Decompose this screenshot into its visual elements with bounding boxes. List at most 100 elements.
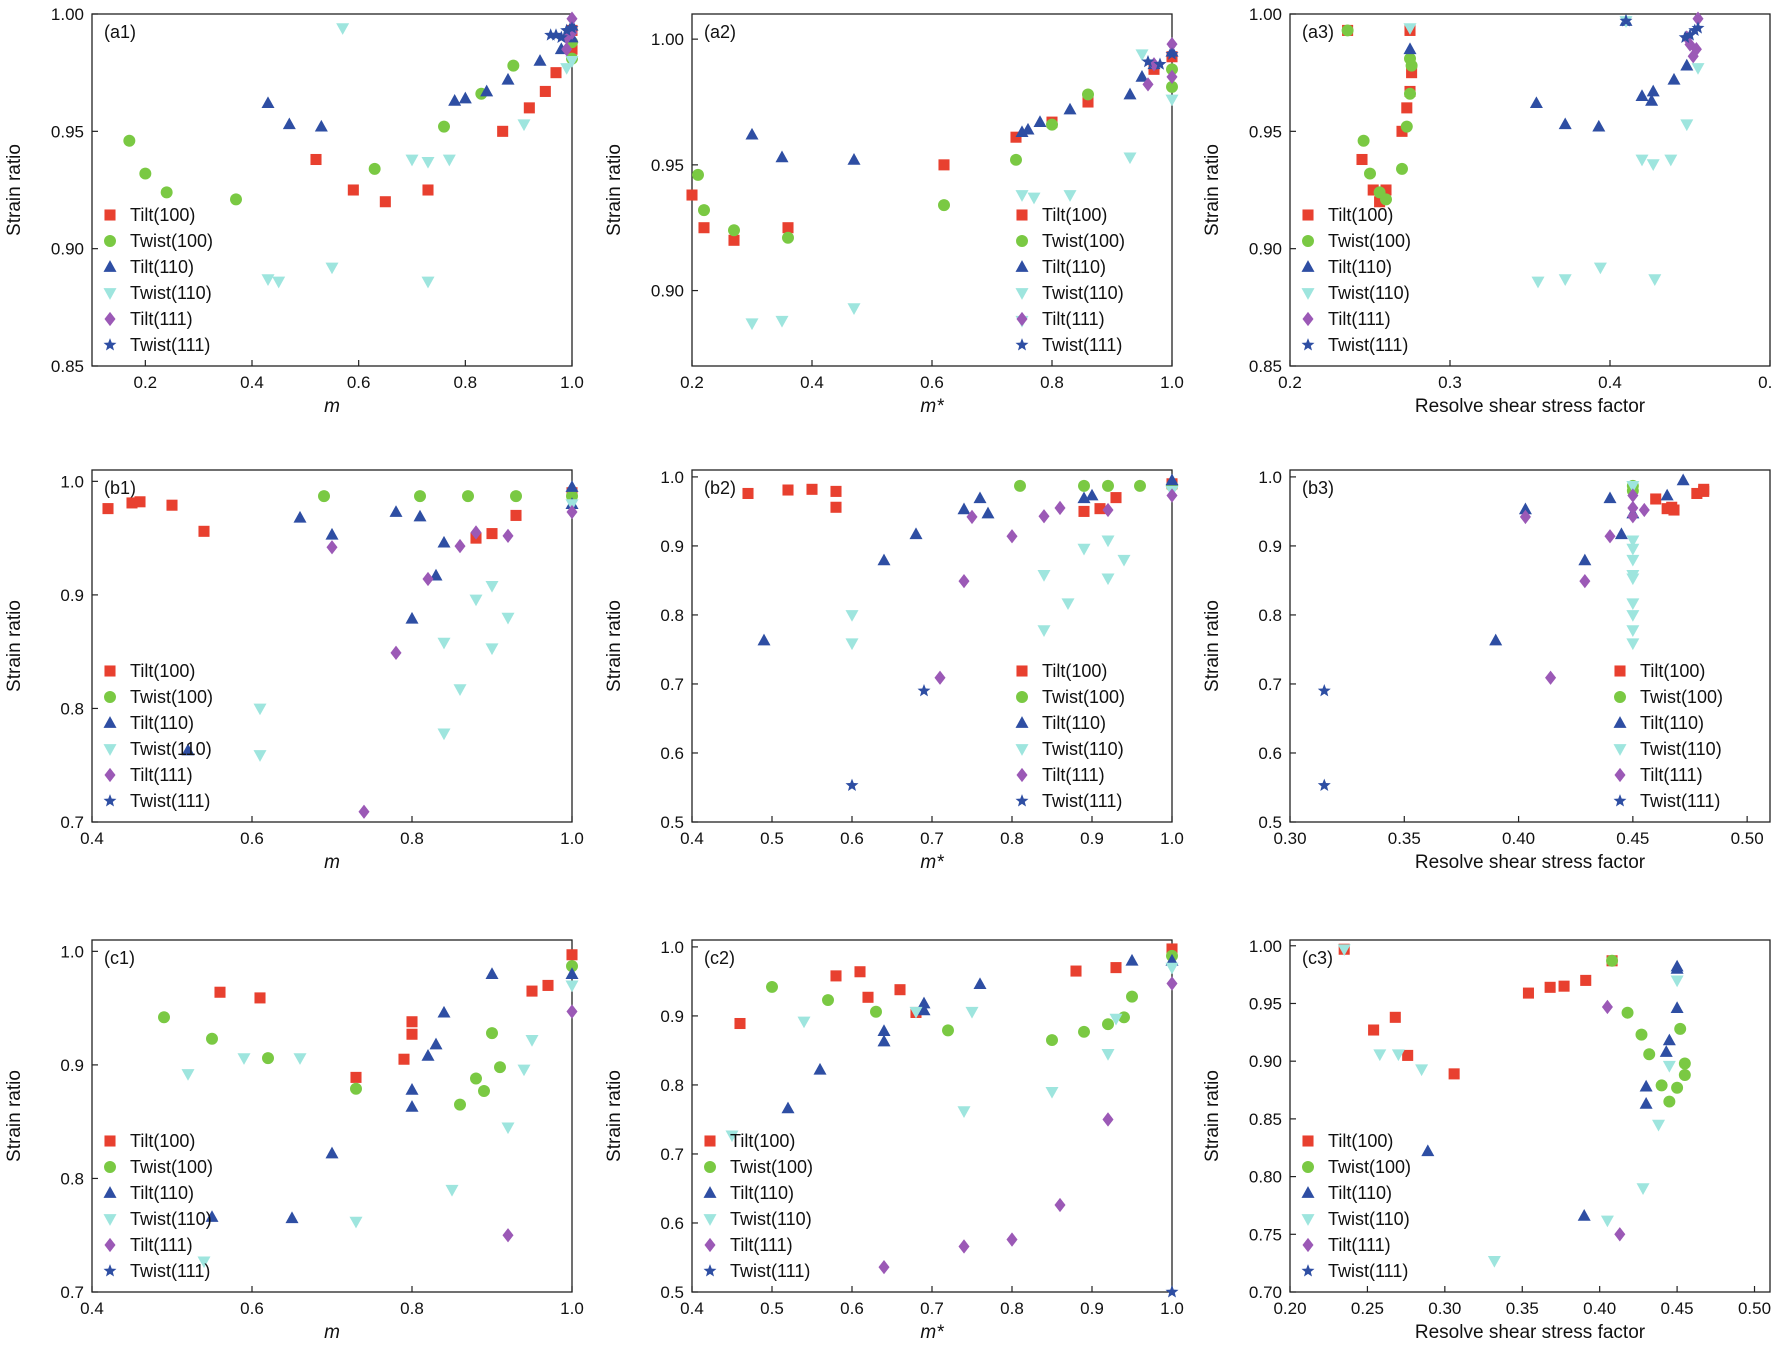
legend-label: Twist(110) — [130, 739, 212, 759]
x-tick-label: 0.8 — [400, 1299, 424, 1318]
x-tick-label: 0.7 — [920, 829, 944, 848]
point-tilt110 — [1635, 89, 1649, 102]
point-twist100 — [318, 490, 330, 503]
y-axis-title: Strain ratio — [604, 144, 625, 236]
point-twist110 — [469, 594, 483, 607]
x-tick-label: 0.8 — [454, 373, 478, 392]
x-tick-label: 0.2 — [1278, 373, 1302, 392]
point-tilt100 — [830, 485, 842, 497]
point-tilt100 — [734, 1017, 746, 1030]
point-twist100 — [1396, 162, 1408, 175]
point-tilt100 — [1580, 974, 1592, 986]
y-tick-label: 0.9 — [660, 1007, 684, 1026]
point-tilt111 — [502, 1228, 514, 1243]
legend-label: Tilt(111) — [730, 1235, 793, 1255]
point-twist100 — [1663, 1095, 1676, 1108]
point-twist110 — [1077, 543, 1091, 556]
x-axis-title: Resolve shear stress factor — [1415, 852, 1646, 873]
point-twist110 — [1135, 49, 1149, 62]
point-tilt111 — [1166, 37, 1178, 52]
point-tilt100 — [862, 991, 874, 1003]
point-tilt110 — [973, 491, 987, 504]
x-axis-title: m — [324, 1322, 340, 1343]
legend-label: Twist(100) — [1328, 1157, 1411, 1177]
point-tilt110 — [757, 633, 771, 646]
x-tick-label: 0.25 — [1351, 1299, 1384, 1318]
x-axis-title: m* — [920, 1322, 944, 1343]
point-tilt110 — [877, 1034, 891, 1047]
point-twist110 — [1165, 962, 1179, 975]
y-tick-label: 0.8 — [660, 606, 684, 625]
point-tilt100 — [134, 496, 146, 508]
point-twist110 — [1101, 573, 1115, 586]
point-twist110 — [1015, 190, 1029, 202]
point-twist100 — [507, 59, 520, 72]
point-tilt100 — [1082, 96, 1094, 108]
point-tilt110 — [314, 119, 328, 132]
point-tilt100 — [398, 1053, 410, 1065]
point-twist110 — [1165, 94, 1179, 107]
point-twist110 — [845, 610, 859, 622]
point-twist111 — [554, 30, 568, 43]
point-tilt111 — [390, 645, 402, 660]
legend-marker — [1015, 260, 1029, 272]
point-twist110 — [336, 23, 350, 35]
legend-label: Twist(100) — [730, 1157, 813, 1177]
point-twist110 — [1045, 1086, 1059, 1099]
point-tilt110 — [973, 977, 987, 990]
point-tilt100 — [1522, 987, 1534, 999]
point-tilt110 — [1614, 527, 1628, 540]
point-tilt110 — [1558, 117, 1572, 130]
point-twist110 — [1117, 554, 1131, 567]
point-tilt110 — [458, 91, 472, 104]
point-tilt100 — [1544, 981, 1556, 993]
plot-frame — [1289, 469, 1771, 823]
point-twist100 — [766, 980, 778, 993]
point-twist100 — [1102, 1018, 1114, 1031]
y-tick-label: 0.8 — [1258, 606, 1282, 625]
x-tick-label: 0.35 — [1506, 1299, 1539, 1318]
y-axis-title: Strain ratio — [4, 1070, 25, 1162]
point-twist100 — [1606, 954, 1619, 967]
point-tilt100 — [102, 503, 114, 515]
point-twist110 — [1691, 63, 1705, 75]
y-tick-label: 0.95 — [1249, 122, 1282, 141]
point-twist110 — [565, 56, 579, 68]
legend-label: Tilt(110) — [1042, 257, 1106, 277]
panel-a3: 0.2 0.3 0.4 0.5 0.85 0.90 0.95 1.00 Resolve shea… — [1202, 5, 1772, 417]
legend-marker — [1302, 311, 1314, 327]
point-tilt100 — [1668, 504, 1680, 516]
y-tick-label: 0.95 — [51, 122, 84, 141]
point-tilt110 — [1063, 102, 1077, 115]
point-tilt100 — [1448, 1068, 1460, 1080]
point-twist100 — [470, 1072, 482, 1085]
y-tick-label: 0.9 — [60, 586, 84, 605]
point-tilt111 — [958, 573, 970, 589]
legend-label: Tilt(111) — [1042, 765, 1105, 785]
point-twist110 — [1680, 119, 1694, 132]
point-twist110 — [293, 1053, 307, 1065]
point-twist100 — [1400, 120, 1413, 133]
point-tilt110 — [261, 96, 275, 109]
point-twist111 — [565, 21, 579, 34]
point-twist100 — [438, 120, 450, 133]
point-tilt111 — [1166, 69, 1178, 85]
legend-marker — [1015, 338, 1029, 351]
point-twist110 — [775, 315, 789, 328]
point-twist100 — [1166, 63, 1178, 76]
point-twist110 — [421, 156, 435, 169]
y-axis-title: Strain ratio — [1202, 144, 1223, 236]
point-tilt110 — [1670, 959, 1684, 972]
legend: Tilt(100) Twist(100) Tilt(110) Twist(110) Ti… — [1613, 661, 1723, 811]
legend-marker — [1302, 1135, 1314, 1147]
x-tick-label: 0.8 — [1000, 1299, 1024, 1318]
legend-marker — [103, 338, 117, 351]
legend: Tilt(100) Twist(100) Tilt(110) Twist(110) Ti… — [1015, 661, 1125, 811]
point-tilt100 — [894, 984, 906, 996]
point-tilt110 — [1421, 1144, 1435, 1157]
point-twist110 — [1063, 190, 1077, 202]
point-twist110 — [725, 1130, 739, 1143]
x-tick-label: 1.0 — [1160, 1299, 1184, 1318]
point-twist100 — [1404, 87, 1416, 100]
point-twist100 — [698, 204, 710, 217]
